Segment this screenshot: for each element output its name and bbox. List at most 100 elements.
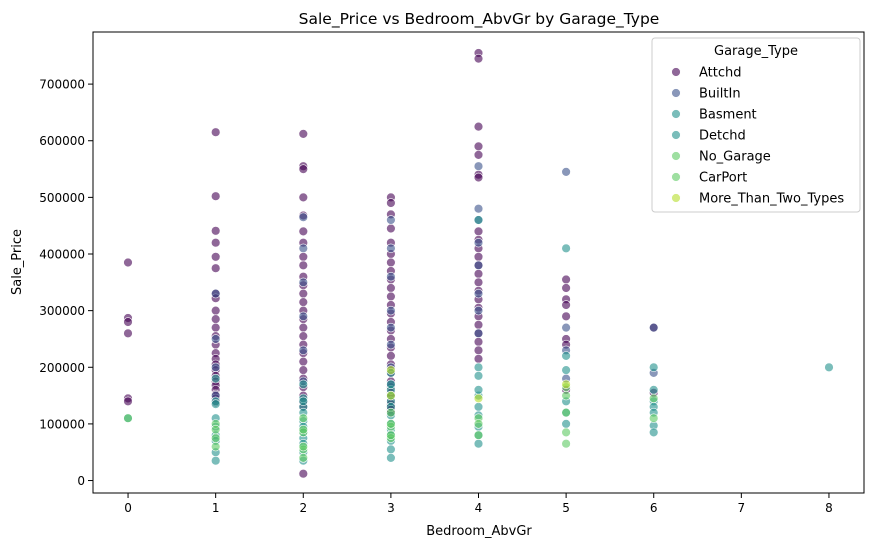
- x-tick-label: 0: [124, 501, 132, 515]
- data-point: [298, 212, 308, 222]
- data-point: [473, 305, 484, 316]
- data-point: [211, 362, 221, 372]
- data-point: [473, 402, 484, 412]
- legend-marker: [671, 67, 681, 77]
- legend-marker: [671, 109, 681, 119]
- x-tick-label: 5: [562, 501, 570, 515]
- data-point: [298, 288, 308, 299]
- data-point: [211, 226, 221, 236]
- data-point: [211, 314, 221, 324]
- points-layer: [123, 48, 834, 479]
- data-point: [473, 121, 484, 132]
- data-point: [386, 291, 396, 302]
- legend-marker: [671, 130, 681, 140]
- data-point: [211, 334, 221, 344]
- data-point: [386, 419, 396, 429]
- data-point: [386, 444, 396, 455]
- y-tick-label: 700000: [39, 78, 85, 92]
- data-point: [298, 331, 308, 341]
- data-point: [211, 288, 221, 299]
- data-point: [298, 345, 308, 355]
- data-point: [386, 390, 396, 401]
- legend-label: BuiltIn: [699, 87, 741, 102]
- data-point: [211, 399, 221, 409]
- data-point: [386, 223, 396, 234]
- data-point: [386, 243, 396, 254]
- y-tick-label: 200000: [39, 361, 85, 375]
- legend-label: More_Than_Two_Types: [699, 192, 844, 207]
- data-point: [386, 322, 396, 333]
- legend: Garage_Type Attchd BuiltIn Basment Detchd No…: [651, 37, 861, 213]
- y-tick-label: 400000: [39, 248, 85, 262]
- data-point: [473, 252, 484, 262]
- data-point: [473, 337, 484, 347]
- data-point: [298, 396, 308, 406]
- data-point: [298, 226, 308, 237]
- data-point: [298, 379, 308, 389]
- legend-label: Detchd: [699, 129, 746, 144]
- data-point: [298, 413, 308, 423]
- data-point: [473, 238, 484, 248]
- data-point: [298, 356, 308, 367]
- data-point: [211, 305, 221, 316]
- y-tick-label: 500000: [39, 191, 85, 205]
- x-axis: 0 1 2 3 4 5 6 7 8: [124, 493, 833, 515]
- data-point: [473, 53, 484, 64]
- data-point: [473, 419, 484, 429]
- x-tick-label: 2: [299, 501, 307, 515]
- y-axis: 0 100000 200000 300000 400000 500000 600000 700…: [39, 78, 93, 488]
- data-point: [298, 453, 308, 463]
- data-point: [298, 252, 308, 262]
- data-point: [561, 427, 571, 438]
- data-point: [386, 215, 396, 225]
- data-point: [298, 277, 308, 287]
- data-point: [473, 288, 484, 299]
- data-point: [211, 322, 221, 333]
- data-point: [648, 413, 659, 423]
- data-point: [473, 430, 484, 440]
- data-point: [298, 365, 308, 375]
- data-point: [561, 322, 571, 333]
- data-point: [298, 297, 308, 307]
- data-point: [561, 300, 571, 310]
- data-point: [123, 413, 133, 423]
- data-point: [211, 441, 221, 452]
- data-point: [561, 351, 571, 361]
- data-point: [561, 167, 571, 177]
- data-point: [298, 441, 308, 452]
- data-point: [211, 191, 221, 201]
- data-point: [298, 311, 308, 321]
- data-point: [648, 427, 659, 438]
- legend-marker: [671, 193, 681, 203]
- data-point: [473, 260, 484, 270]
- data-point: [298, 322, 308, 333]
- data-point: [824, 362, 834, 372]
- data-point: [473, 215, 484, 225]
- x-tick-label: 4: [475, 501, 483, 515]
- data-point: [648, 393, 659, 404]
- x-tick-label: 6: [650, 501, 658, 515]
- data-point: [561, 379, 571, 389]
- data-point: [561, 365, 571, 375]
- data-point: [386, 305, 396, 316]
- legend-title: Garage_Type: [714, 44, 798, 59]
- data-point: [386, 430, 396, 440]
- data-point: [473, 354, 484, 364]
- data-point: [211, 127, 221, 137]
- y-tick-label: 600000: [39, 134, 85, 148]
- legend-label: Attchd: [699, 66, 742, 81]
- data-point: [298, 260, 308, 270]
- y-tick-label: 300000: [39, 304, 85, 318]
- data-point: [211, 456, 221, 466]
- data-point: [648, 322, 659, 333]
- legend-marker: [671, 151, 681, 161]
- data-point: [386, 272, 396, 282]
- data-point: [386, 365, 396, 375]
- data-point: [298, 424, 308, 435]
- data-point: [473, 345, 484, 355]
- data-point: [473, 204, 484, 214]
- data-point: [298, 164, 308, 174]
- data-point: [123, 396, 133, 406]
- data-point: [648, 362, 659, 372]
- y-tick-label: 100000: [39, 417, 85, 431]
